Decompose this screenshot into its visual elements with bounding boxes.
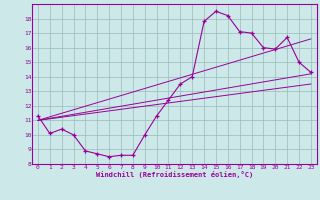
X-axis label: Windchill (Refroidissement éolien,°C): Windchill (Refroidissement éolien,°C) bbox=[96, 171, 253, 178]
